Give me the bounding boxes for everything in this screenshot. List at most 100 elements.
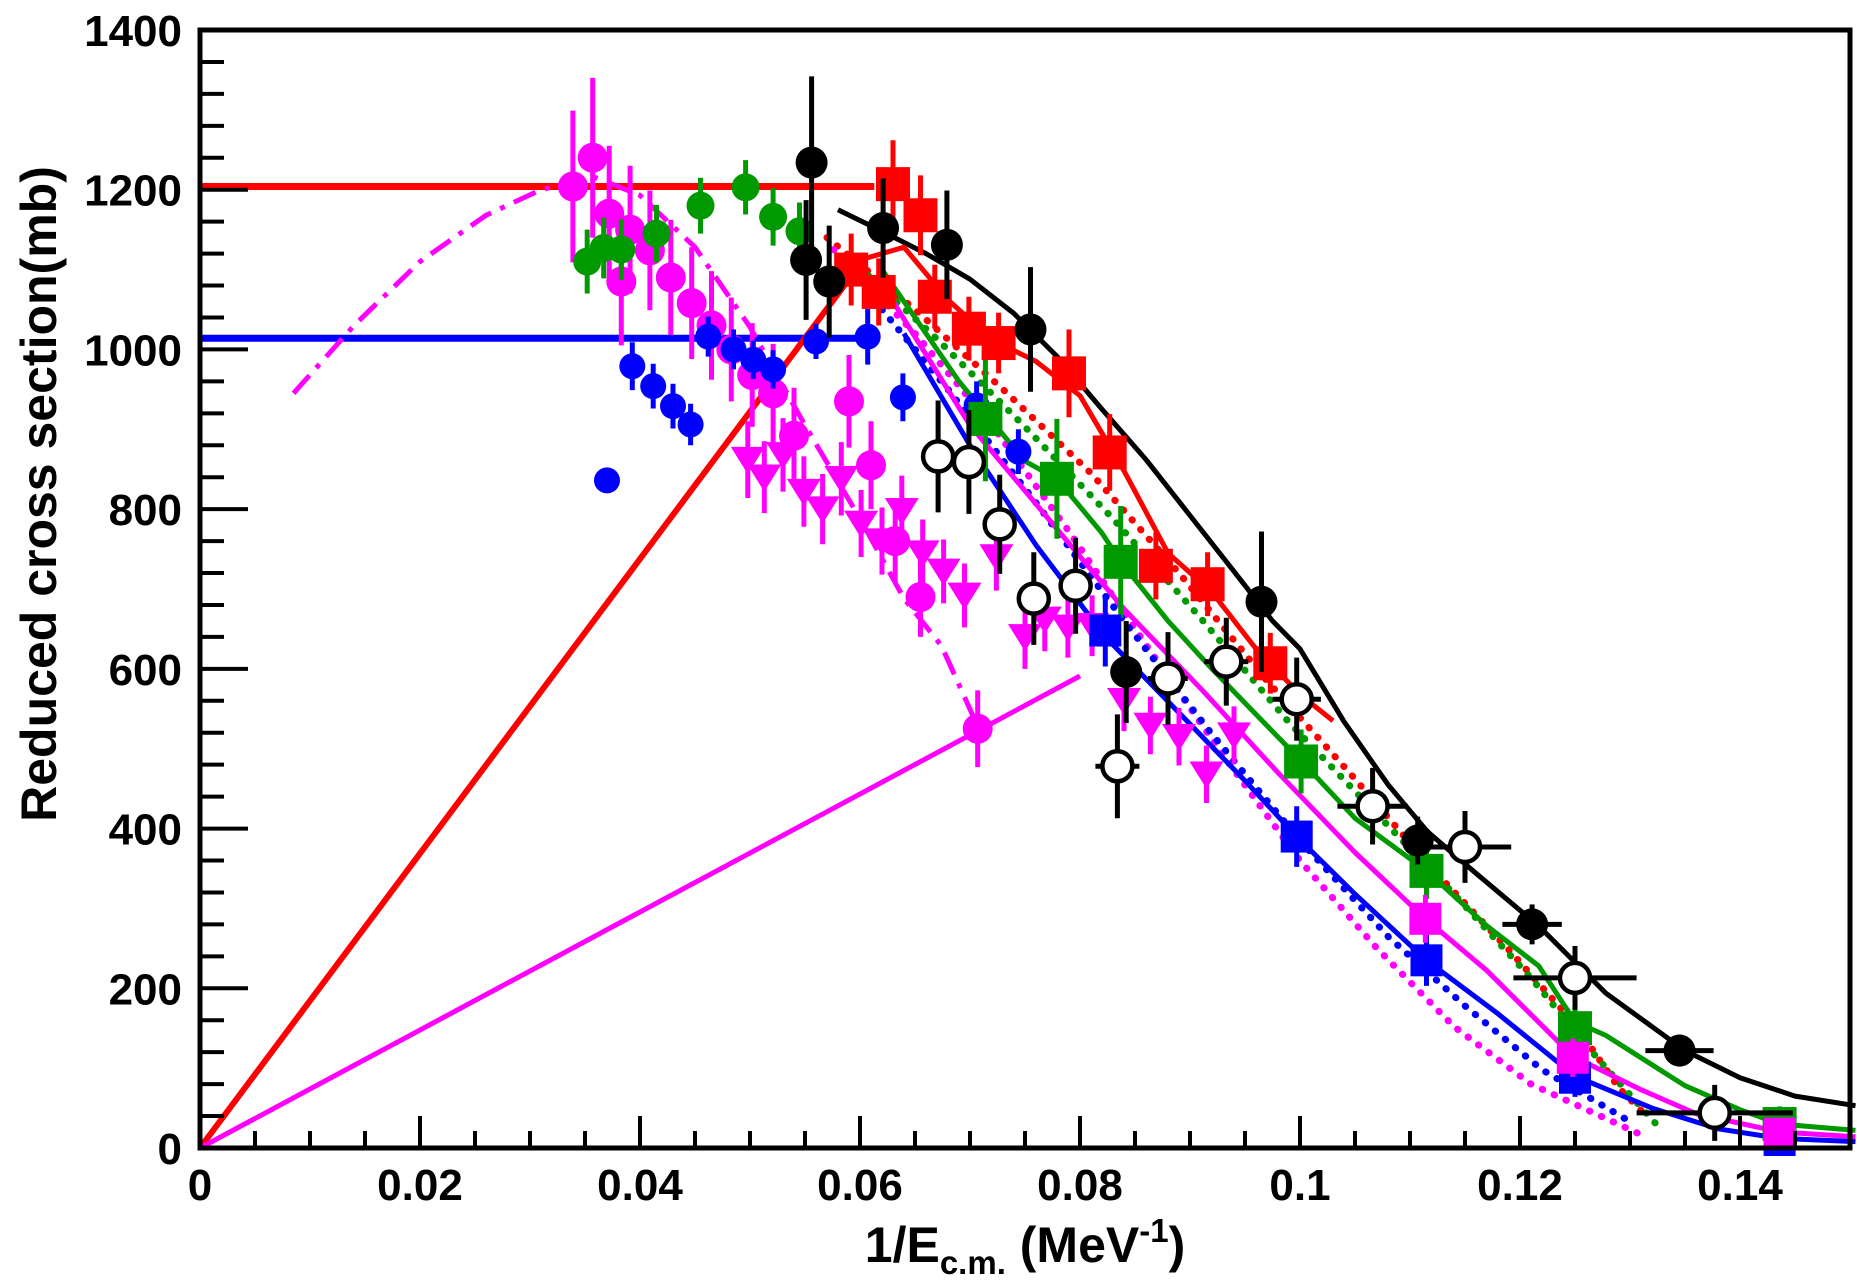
- x-tick-label: 0.14: [1697, 1161, 1783, 1210]
- magenta-triangle-data-marker: [805, 496, 840, 524]
- y-tick-label: 400: [109, 806, 182, 855]
- open-circle-data-marker: [1697, 1095, 1732, 1131]
- y-axis-title: Reduced cross section(mb): [11, 166, 67, 822]
- open-circle-data-marker: [1209, 644, 1244, 679]
- magenta-diagonal-line: [198, 673, 1082, 1151]
- magenta-circle-data-marker: [557, 171, 588, 202]
- magenta-circle-data-marker: [779, 420, 809, 451]
- x-tick-label: 0: [188, 1161, 212, 1210]
- magenta-triangle-data-marker: [1189, 761, 1224, 789]
- y-tick-label: 200: [109, 965, 182, 1014]
- magenta-dashdot-curve: [291, 175, 982, 730]
- x-tick-label: 0.08: [1037, 1161, 1123, 1210]
- red-square-data-marker: [1138, 548, 1173, 583]
- blue-circle-data-marker: [660, 393, 686, 420]
- red-square-data: [834, 140, 1288, 694]
- green-square-data-marker: [1409, 853, 1444, 888]
- open-circle-data-marker: [1355, 788, 1390, 824]
- magenta-diagonal-line-path: [198, 673, 1082, 1151]
- magenta-triangle-data-marker: [1008, 624, 1042, 652]
- open-circle-data-marker: [1447, 829, 1483, 865]
- x-tick-label: 0.12: [1477, 1161, 1563, 1210]
- blue-circle-data-marker: [1005, 438, 1032, 465]
- magenta-circle-data-marker: [834, 386, 864, 417]
- black-circle-data-marker: [1401, 824, 1434, 857]
- black-circle-data: [790, 76, 1714, 1067]
- open-circle-data-marker: [1058, 568, 1093, 604]
- x-axis-title: 1/Ec.m. (MeV-1): [865, 1212, 1185, 1281]
- series-layer: [197, 76, 1856, 1157]
- magenta-square-data: [1409, 894, 1796, 1150]
- magenta-triangle-data-marker: [844, 510, 879, 538]
- green-square-data-marker: [1103, 544, 1138, 579]
- black-circle-data-marker: [1110, 656, 1143, 689]
- black-circle-data-marker: [1014, 313, 1047, 346]
- open-circle-data-marker: [1150, 661, 1186, 696]
- red-square-data-marker: [1092, 435, 1127, 470]
- open-circle-data-marker: [1557, 960, 1593, 996]
- magenta-triangle-data-marker: [884, 497, 919, 526]
- green-dotted-curve: [845, 254, 1661, 1130]
- black-solid-curve: [836, 207, 1856, 1109]
- blue-circle-data-marker: [677, 411, 704, 438]
- open-circle-data-marker: [951, 444, 987, 480]
- blue-circle-data: [594, 308, 1032, 494]
- y-tick-label: 1400: [84, 7, 182, 56]
- green-circle-data-marker: [731, 173, 760, 202]
- blue-circle-data-marker: [695, 323, 722, 350]
- green-square-data-marker: [1039, 461, 1074, 496]
- open-circle-data-marker: [920, 439, 956, 474]
- magenta-circle-data-marker: [676, 288, 707, 319]
- x-tick-label: 0.02: [377, 1161, 463, 1210]
- magenta-triangle-data-marker: [1133, 712, 1168, 741]
- magenta-circle-data-marker: [758, 378, 789, 409]
- open-circle-data-marker: [1016, 581, 1052, 616]
- magenta-triangle-data-marker: [824, 466, 859, 494]
- blue-circle-data-marker: [619, 353, 646, 380]
- blue-dotted-curve-path: [862, 286, 1634, 1126]
- magenta-dashdot-curve-path: [291, 175, 982, 730]
- black-circle-data-marker: [867, 212, 900, 245]
- green-circle-data-marker: [607, 235, 636, 264]
- y-tick-label: 1000: [84, 326, 182, 375]
- blue-circle-data-marker: [803, 328, 829, 355]
- black-circle-data-marker: [1516, 908, 1549, 941]
- green-circle-data-marker: [642, 219, 671, 248]
- black-circle-data-marker: [795, 146, 828, 179]
- black-circle-data-marker: [1245, 585, 1278, 618]
- blue-circle-data-marker: [740, 346, 767, 373]
- green-dotted-curve-path: [845, 254, 1661, 1130]
- green-circle-data-marker: [759, 202, 788, 231]
- red-square-data-marker: [1052, 356, 1086, 391]
- black-solid-curve-path: [836, 207, 1856, 1109]
- red-square-data-marker: [981, 326, 1016, 361]
- green-square-data: [968, 356, 1797, 1142]
- magenta-circle-data-marker: [880, 526, 911, 557]
- magenta-circle-data-marker: [962, 713, 993, 744]
- magenta-circle-data-marker: [905, 581, 936, 612]
- blue-circle-data-marker: [889, 384, 916, 411]
- magenta-triangle-data-marker: [786, 478, 821, 507]
- magenta-triangle-data-marker: [730, 446, 765, 475]
- x-axis-title-text: 1/Ec.m. (MeV-1): [865, 1212, 1185, 1281]
- blue-square-data-marker: [1280, 820, 1313, 853]
- blue-circle-data-marker: [854, 323, 881, 350]
- green-circle-data: [573, 160, 814, 294]
- blue-solid-curve: [901, 332, 1856, 1145]
- blue-circle-data-marker: [594, 467, 620, 494]
- red-square-data-marker: [903, 198, 938, 233]
- black-circle-data-marker: [930, 228, 963, 261]
- magenta-circle-data-marker: [577, 142, 608, 173]
- axes: 0 0.02 0.04 0.06 0.08 0.1 0.12 0.14 0 200 400 600 80…: [84, 7, 1853, 1210]
- open-circle-data-marker: [1279, 681, 1314, 717]
- magenta-circle-data-marker: [655, 262, 686, 293]
- green-solid-curve-path: [879, 268, 1856, 1133]
- red-square-data-marker: [1253, 646, 1288, 681]
- blue-dotted-curve: [862, 286, 1634, 1126]
- magenta-triangle-data-marker: [947, 582, 982, 610]
- magenta-triangle-data-marker: [1217, 722, 1251, 750]
- open-circle-data-marker: [982, 507, 1017, 542]
- x-tick-label: 0.04: [597, 1161, 683, 1210]
- magenta-triangle-data-marker: [747, 464, 782, 492]
